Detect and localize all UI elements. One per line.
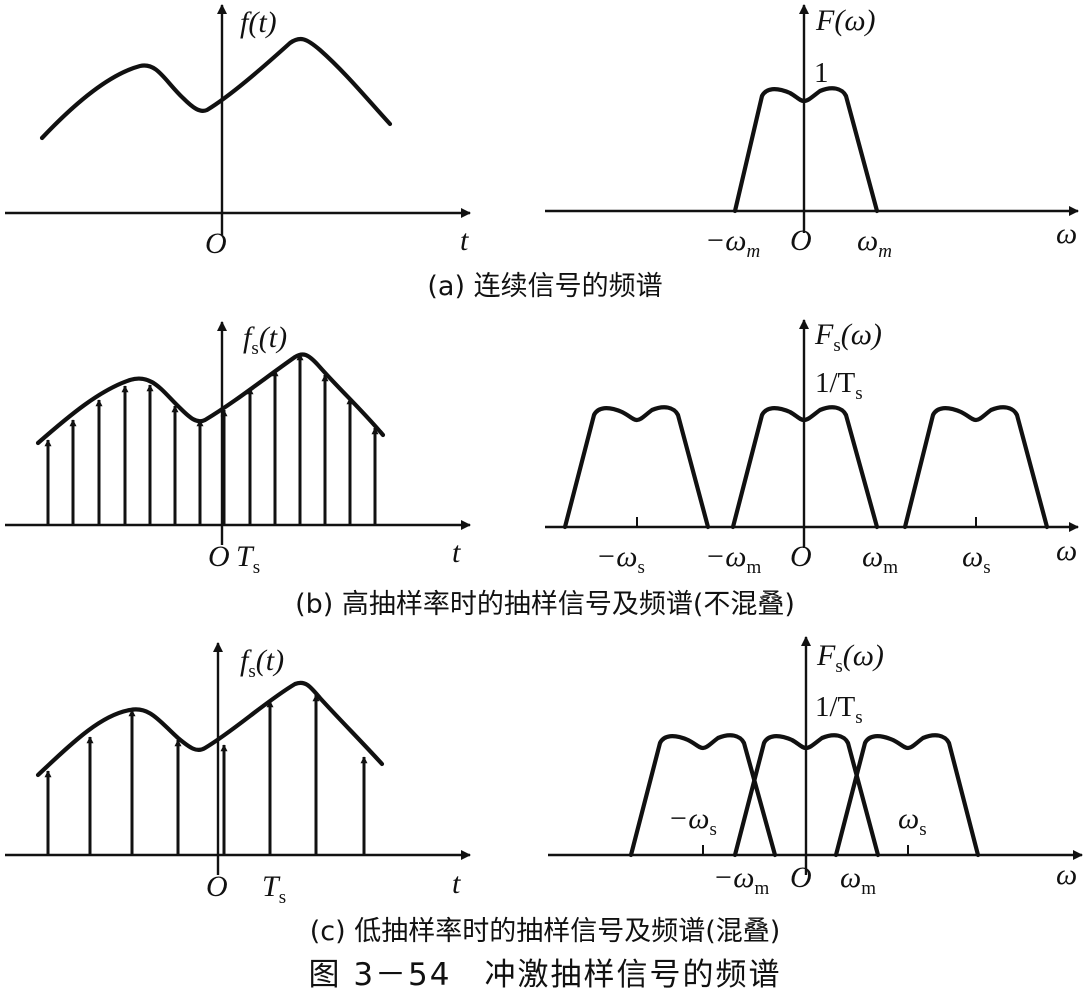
- panel-b-spectrum-copy-center: [730, 405, 880, 530]
- panel-b-freq-peak: 1/Ts: [815, 367, 863, 404]
- panel-c-time-xlabel: t: [452, 867, 461, 900]
- panel-b-tick-origin: O: [790, 540, 812, 573]
- panel-b-time-ylabel: fs(t): [243, 321, 287, 359]
- panel-b-spectrum-copy-left: [562, 405, 711, 530]
- panel-b-freq-ylabel: Fs(ω): [814, 318, 882, 356]
- panel-a-time-xlabel: t: [460, 224, 469, 257]
- panel-b-time-period: Ts: [236, 540, 260, 578]
- panel-b-tick-neg-wm: −ωm: [705, 540, 761, 578]
- panel-b-envelope: [35, 352, 386, 446]
- panel-a-time-ylabel: f(t): [240, 6, 277, 39]
- panel-a-freq-xlabel: ω: [1056, 217, 1077, 250]
- panel-c-time-origin: O: [206, 870, 228, 903]
- panel-a-tick-wm: ωm: [857, 224, 892, 262]
- panel-a-freq-peak: 1: [814, 57, 829, 89]
- panel-c-spectrum: Fs(ω) 1/Ts −ωs ωs −ωm O ωm ω: [548, 636, 1083, 899]
- panel-c-envelope: [35, 680, 385, 778]
- panel-b-tick-neg-ws: −ωs: [596, 540, 645, 578]
- panel-b-spectrum-copy-right: [902, 405, 1050, 530]
- panel-c-freq-peak: 1/Ts: [815, 691, 863, 728]
- panel-c-freq-ylabel: Fs(ω): [816, 639, 884, 677]
- panel-b-tick-wm: ωm: [862, 540, 898, 578]
- panel-a-tick-origin: O: [790, 224, 812, 257]
- figure-caption: 图 3－54 冲激抽样信号的频谱: [308, 957, 781, 993]
- panel-c-tick-neg-ws: −ωs: [668, 802, 717, 840]
- panel-c-time-ylabel: fs(t): [240, 644, 284, 682]
- panel-c-impulses: [44, 694, 368, 855]
- panel-c-time: fs(t) O Ts t: [5, 642, 471, 908]
- panel-a-signal-curve: [39, 36, 393, 141]
- panel-c-tick-neg-wm: −ωm: [713, 861, 769, 899]
- panel-b-time: fs(t) O Ts t: [5, 321, 471, 578]
- panel-c-tick-ws: ωs: [898, 802, 927, 840]
- panel-b-time-xlabel: t: [452, 536, 461, 569]
- panel-b-freq-xlabel: ω: [1056, 534, 1077, 567]
- panel-c-freq-xlabel: ω: [1056, 858, 1077, 891]
- panel-b-impulses: [44, 353, 379, 525]
- panel-c-spectrum-copy-left: [628, 733, 778, 858]
- panel-c-tick-wm: ωm: [840, 861, 876, 899]
- panel-c-spectrum-copy-right: [833, 733, 981, 858]
- panel-c-time-period: Ts: [262, 870, 286, 908]
- panel-b-time-origin: O: [208, 540, 230, 573]
- panel-a-time-origin: O: [205, 227, 227, 260]
- panel-a-spectrum: F(ω) 1 −ωm O ωm ω: [545, 4, 1079, 262]
- panel-a-tick-neg-wm: −ωm: [705, 224, 760, 262]
- panel-b-spectrum: Fs(ω) 1/Ts −ωs −ωm O ωm ωs ω: [545, 318, 1079, 578]
- caption-c: (c) 低抽样率时的抽样信号及频谱(混叠): [310, 916, 781, 947]
- panel-c-tick-origin: O: [790, 861, 812, 894]
- panel-b-tick-ws: ωs: [962, 540, 991, 578]
- caption-a: (a) 连续信号的频谱: [427, 271, 662, 302]
- caption-b: (b) 高抽样率时的抽样信号及频谱(不混叠): [295, 589, 795, 620]
- panel-a-spectrum-shape: [732, 86, 880, 214]
- panel-c-spectrum-copy-center: [732, 733, 881, 858]
- panel-a-time: f(t) O t: [5, 4, 471, 260]
- panel-a-freq-ylabel: F(ω): [815, 4, 876, 37]
